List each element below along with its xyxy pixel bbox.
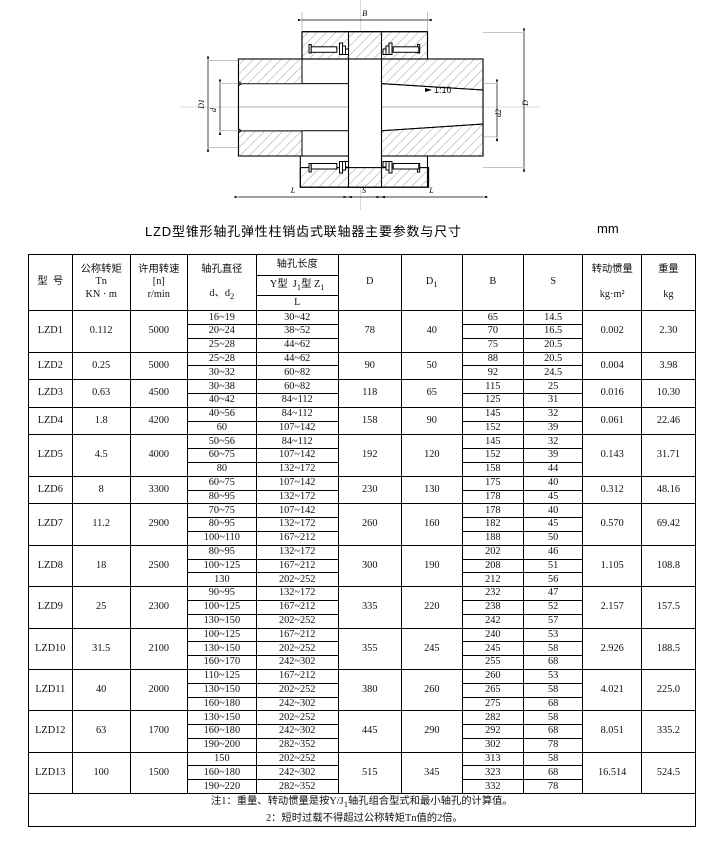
svg-text:B: B (362, 9, 367, 18)
svg-text:L: L (428, 186, 434, 195)
svg-text:L: L (290, 186, 296, 195)
svg-text:d: d (209, 107, 218, 112)
svg-text:D: D (521, 100, 530, 107)
svg-text:d2: d2 (494, 109, 503, 117)
svg-text:D1: D1 (197, 99, 206, 110)
svg-text:1:10: 1:10 (434, 85, 452, 95)
svg-text:S: S (362, 186, 366, 195)
